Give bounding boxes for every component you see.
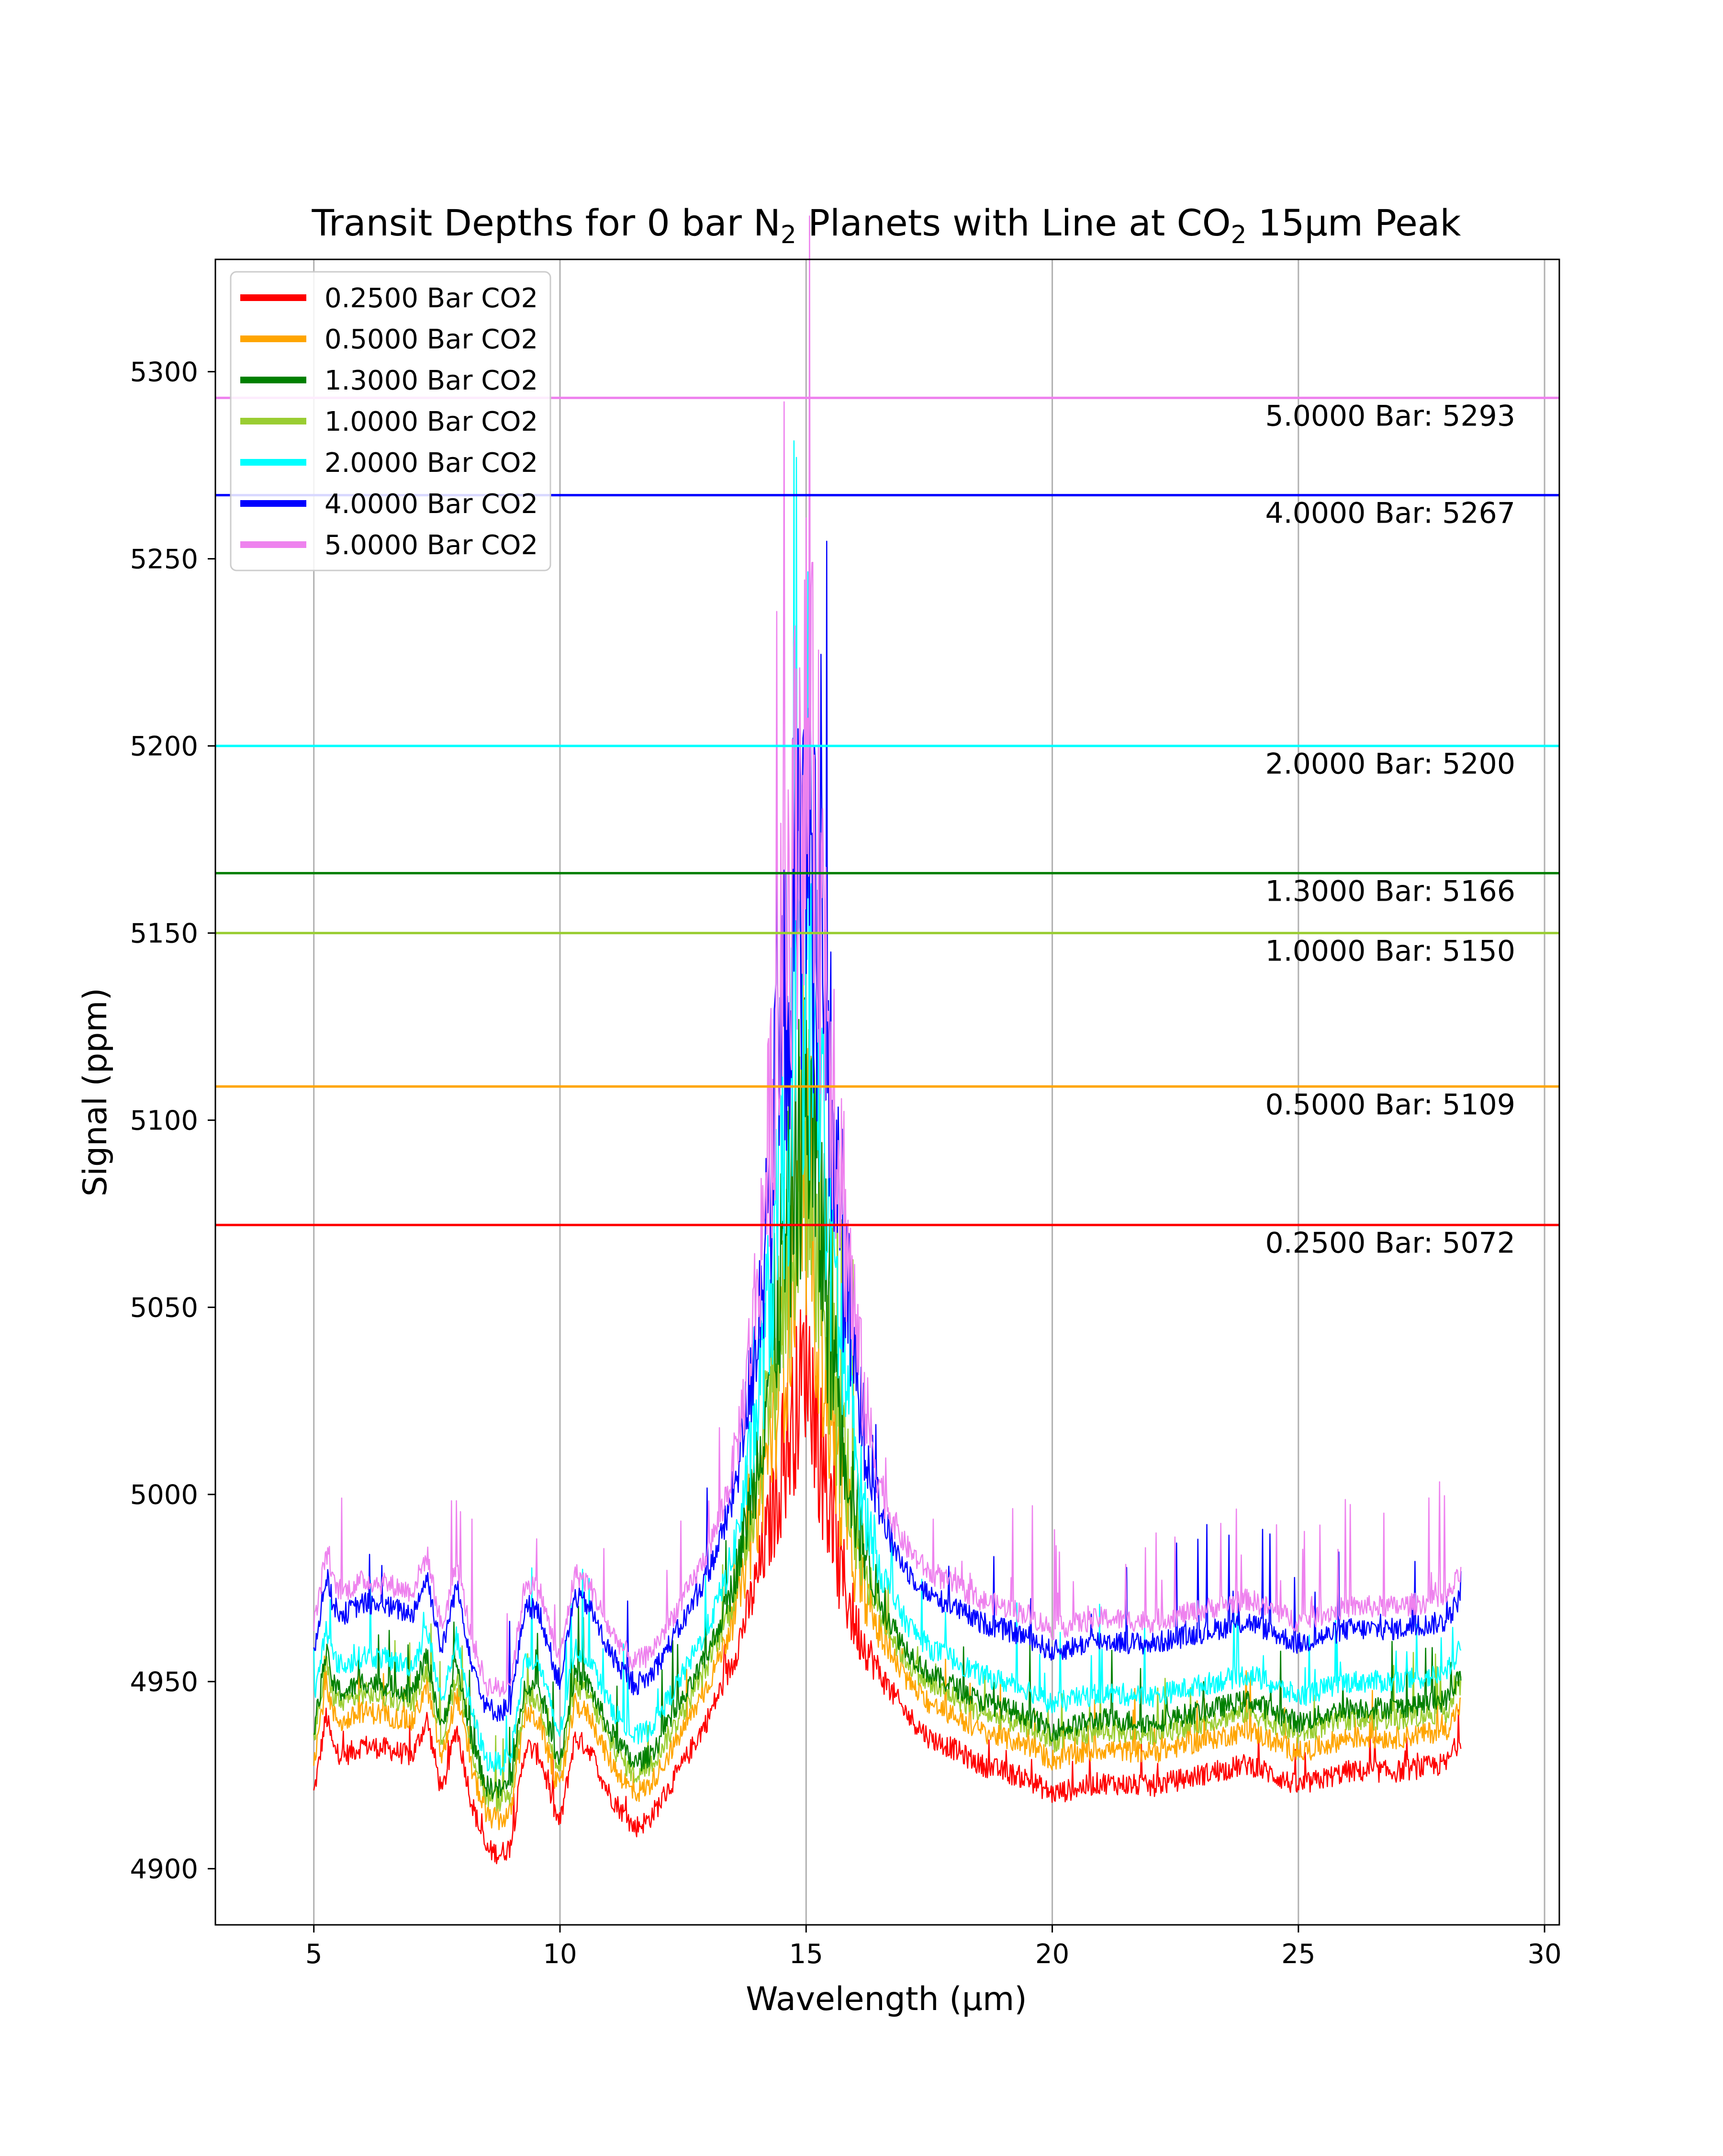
spectrum-line — [313, 1280, 1462, 1865]
peak-annotation: 1.3000 Bar: 5166 — [1265, 875, 1515, 908]
plot-frame — [214, 258, 1560, 1926]
chart-title: Transit Depths for 0 bar N2 Planets with… — [312, 201, 1461, 249]
legend-label: 1.0000 Bar CO2 — [324, 406, 538, 437]
peak-annotation: 5.0000 Bar: 5293 — [1265, 399, 1515, 433]
legend-label: 2.0000 Bar CO2 — [324, 447, 538, 479]
peak-annotation: 0.5000 Bar: 5109 — [1265, 1088, 1515, 1121]
x-tick-label: 25 — [1281, 1939, 1315, 1970]
x-tick-label: 15 — [789, 1939, 823, 1970]
y-tick-label: 5100 — [130, 1106, 198, 1137]
y-tick-label: 5000 — [130, 1480, 198, 1511]
legend-box — [230, 271, 551, 571]
legend-label: 0.2500 Bar CO2 — [324, 283, 538, 314]
y-axis-label: Signal (ppm) — [77, 988, 114, 1196]
x-tick-label: 30 — [1528, 1939, 1562, 1970]
peak-annotation: 2.0000 Bar: 5200 — [1265, 748, 1515, 781]
y-tick-label: 5250 — [130, 544, 198, 575]
spectrum-line — [313, 540, 1462, 1722]
y-axis-ticks: 4900 4950 5000 5050 5100 5150 5200 5250 5300 — [130, 357, 215, 1885]
peak-annotation: 4.0000 Bar: 5267 — [1265, 497, 1515, 530]
spectrum-line — [313, 215, 1462, 1698]
annotation-layer: 0.2500 Bar: 5072 0.5000 Bar: 5109 1.3000 B… — [1265, 399, 1515, 1260]
spectrum-layer — [313, 215, 1462, 1865]
legend-label: 5.0000 Bar CO2 — [324, 530, 538, 561]
spectrum-line — [313, 1028, 1462, 1812]
legend-label: 0.5000 Bar CO2 — [324, 324, 538, 355]
x-tick-label: 10 — [543, 1939, 577, 1970]
legend: 0.2500 Bar CO2 0.5000 Bar CO2 1.3000 Bar C… — [230, 271, 551, 571]
y-tick-label: 5200 — [130, 731, 198, 762]
x-tick-label: 5 — [305, 1939, 323, 1970]
legend-label: 4.0000 Bar CO2 — [324, 489, 538, 520]
y-tick-label: 4900 — [130, 1854, 198, 1885]
x-axis-label: Wavelength (μm) — [746, 1980, 1027, 2018]
spectrum-line — [313, 902, 1461, 1831]
y-tick-label: 5300 — [130, 357, 198, 388]
spectrum-line — [313, 440, 1462, 1776]
x-tick-label: 20 — [1035, 1939, 1069, 1970]
peak-annotation: 0.2500 Bar: 5072 — [1265, 1227, 1515, 1260]
y-tick-label: 4950 — [130, 1667, 198, 1698]
legend-label: 1.3000 Bar CO2 — [324, 365, 538, 396]
y-tick-label: 5050 — [130, 1293, 198, 1324]
x-axis-ticks: 5 10 15 20 25 30 — [305, 1925, 1562, 1970]
spectrum-line — [313, 984, 1462, 1799]
peak-annotation: 1.0000 Bar: 5150 — [1265, 935, 1515, 968]
legend-items: 0.2500 Bar CO2 0.5000 Bar CO2 1.3000 Bar C… — [240, 283, 538, 561]
y-tick-label: 5150 — [130, 918, 198, 950]
